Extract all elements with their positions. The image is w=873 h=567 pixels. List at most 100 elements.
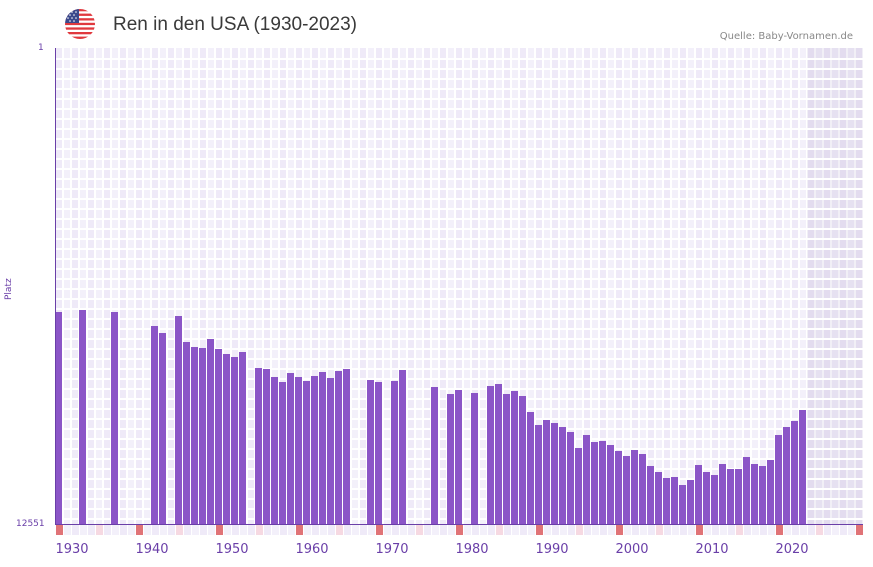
- bar-1958[interactable]: [279, 382, 286, 524]
- bar-1972[interactable]: [391, 381, 398, 524]
- bar-1993[interactable]: [559, 427, 566, 524]
- bar-1962[interactable]: [311, 376, 318, 524]
- bar-1963[interactable]: [319, 372, 326, 524]
- grid-row-line: [55, 298, 863, 300]
- bar-2023[interactable]: [799, 410, 806, 524]
- bar-2017[interactable]: [751, 464, 758, 524]
- bar-2004[interactable]: [647, 466, 654, 524]
- bar-1951[interactable]: [223, 354, 230, 524]
- bar-2016[interactable]: [743, 457, 750, 524]
- grid-column: [240, 48, 246, 524]
- bar-2011[interactable]: [703, 472, 710, 524]
- grid-column: [568, 48, 574, 524]
- bar-1960[interactable]: [295, 377, 302, 524]
- bar-2018[interactable]: [759, 466, 766, 524]
- marker-cell: [392, 525, 399, 535]
- grid-column: [512, 48, 518, 524]
- bar-1955[interactable]: [255, 368, 262, 524]
- marker-cell: [192, 525, 199, 535]
- bar-1994[interactable]: [567, 432, 574, 524]
- bar-1959[interactable]: [287, 373, 294, 524]
- bar-1953[interactable]: [239, 352, 246, 524]
- bar-1977[interactable]: [431, 387, 438, 524]
- marker-cell: [240, 525, 247, 535]
- bar-1992[interactable]: [551, 423, 558, 524]
- marker-cell: [144, 525, 151, 535]
- bar-1996[interactable]: [583, 435, 590, 524]
- bar-2006[interactable]: [663, 478, 670, 524]
- bar-1973[interactable]: [399, 370, 406, 524]
- bar-1982[interactable]: [471, 393, 478, 524]
- grid-column: [296, 48, 302, 524]
- bar-1990[interactable]: [535, 425, 542, 524]
- bar-1943[interactable]: [159, 333, 166, 524]
- bar-1987[interactable]: [511, 391, 518, 524]
- bar-1980[interactable]: [455, 390, 462, 524]
- bar-1930[interactable]: [55, 312, 62, 524]
- bar-1995[interactable]: [575, 448, 582, 524]
- marker-cell: [88, 525, 95, 535]
- bar-2021[interactable]: [783, 427, 790, 524]
- bar-1998[interactable]: [599, 441, 606, 524]
- grid-column: [232, 48, 238, 524]
- bar-1952[interactable]: [231, 357, 238, 524]
- bar-1989[interactable]: [527, 412, 534, 524]
- bar-1970[interactable]: [375, 382, 382, 524]
- bar-2022[interactable]: [791, 421, 798, 524]
- bar-1988[interactable]: [519, 396, 526, 524]
- marker-cell: [848, 525, 855, 535]
- bar-2005[interactable]: [655, 472, 662, 524]
- bar-2020[interactable]: [775, 435, 782, 524]
- grid-column: [208, 48, 214, 524]
- bar-1937[interactable]: [111, 312, 118, 524]
- bar-1957[interactable]: [271, 377, 278, 524]
- bar-1999[interactable]: [607, 445, 614, 524]
- grid-column: [312, 48, 318, 524]
- bar-2000[interactable]: [615, 451, 622, 524]
- bar-1942[interactable]: [151, 326, 158, 524]
- bar-2014[interactable]: [727, 469, 734, 524]
- bar-1986[interactable]: [503, 394, 510, 524]
- bar-1979[interactable]: [447, 394, 454, 524]
- bar-1949[interactable]: [207, 339, 214, 524]
- bar-1946[interactable]: [183, 342, 190, 524]
- x-tick-label: 1980: [455, 542, 489, 557]
- bar-2001[interactable]: [623, 456, 630, 524]
- bar-1966[interactable]: [343, 369, 350, 524]
- bar-1964[interactable]: [327, 378, 334, 524]
- bar-1985[interactable]: [495, 384, 502, 524]
- bar-1997[interactable]: [591, 442, 598, 524]
- bar-2007[interactable]: [671, 477, 678, 524]
- bar-1933[interactable]: [79, 310, 86, 524]
- bar-2010[interactable]: [695, 465, 702, 524]
- bar-2015[interactable]: [735, 469, 742, 524]
- bar-1984[interactable]: [487, 386, 494, 524]
- bar-1948[interactable]: [199, 348, 206, 524]
- marker-cell: [168, 525, 175, 535]
- bar-2009[interactable]: [687, 480, 694, 524]
- grid-row-line: [55, 118, 863, 120]
- grid-row-line: [55, 258, 863, 260]
- marker-cell: [648, 525, 655, 535]
- bar-2012[interactable]: [711, 475, 718, 524]
- bar-2002[interactable]: [631, 450, 638, 524]
- bar-1961[interactable]: [303, 381, 310, 524]
- decade-marker: [296, 525, 303, 535]
- bar-2019[interactable]: [767, 460, 774, 524]
- half-decade-marker: [96, 525, 103, 535]
- bar-2013[interactable]: [719, 464, 726, 524]
- grid-column: [792, 48, 798, 524]
- bar-1956[interactable]: [263, 369, 270, 524]
- grid-column: [376, 48, 382, 524]
- bar-1991[interactable]: [543, 420, 550, 524]
- bar-2003[interactable]: [639, 454, 646, 524]
- bar-1950[interactable]: [215, 349, 222, 524]
- bar-2008[interactable]: [679, 485, 686, 524]
- us-flag-icon: [65, 9, 95, 39]
- grid-row-line: [55, 198, 863, 200]
- bar-1947[interactable]: [191, 347, 198, 524]
- bar-1965[interactable]: [335, 371, 342, 524]
- bar-1945[interactable]: [175, 316, 182, 524]
- bar-1969[interactable]: [367, 380, 374, 524]
- grid-column: [624, 48, 630, 524]
